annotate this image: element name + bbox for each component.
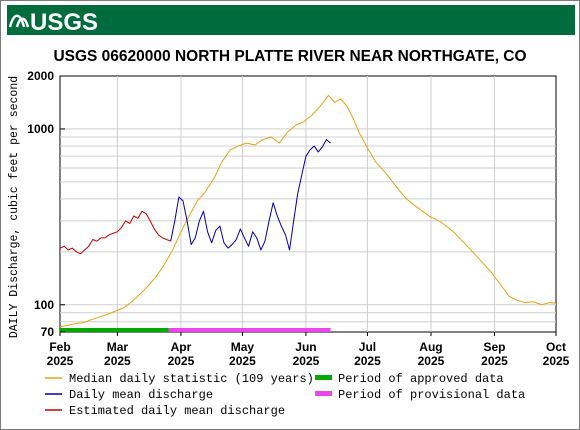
legend-item-median: Median daily statistic (109 years) (45, 372, 314, 386)
usgs-logo: USGS (8, 9, 98, 36)
chart-title: USGS 06620000 NORTH PLATTE RIVER NEAR NO… (53, 48, 526, 65)
legend-item-estimated: Estimated daily mean discharge (45, 404, 285, 418)
period-bars (60, 328, 331, 332)
y-tick-label: 100 (34, 298, 54, 312)
usgs-wave-icon (8, 14, 30, 28)
x-tick-month: Aug (419, 340, 442, 354)
x-tick-year: 2025 (168, 354, 195, 368)
legend-label-estimated: Estimated daily mean discharge (69, 404, 285, 418)
legend-item-daily-mean: Daily mean discharge (45, 388, 213, 402)
series-estimated-line (59, 210, 171, 255)
grid-layer (60, 76, 556, 332)
legend-label-approved: Period of approved data (338, 372, 504, 386)
period-bar-provisional (168, 328, 331, 332)
series-layer (59, 94, 557, 328)
x-tick-year: 2025 (418, 354, 445, 368)
x-tick-year: 2025 (481, 354, 508, 368)
legend-label-daily-mean: Daily mean discharge (69, 388, 213, 402)
x-tick-month: Oct (546, 340, 566, 354)
x-tick-month: Apr (171, 340, 192, 354)
y-tick-label: 2000 (27, 69, 54, 83)
series-daily-mean-line (170, 139, 331, 251)
x-tick-labels: Feb2025Mar2025Apr2025May2025Jun2025Jul20… (47, 332, 570, 368)
x-tick-month: Jun (295, 340, 316, 354)
x-tick-year: 2025 (354, 354, 381, 368)
legend-item-provisional: Period of provisional data (315, 388, 525, 402)
y-tick-label: 1000 (27, 122, 54, 136)
x-tick-year: 2025 (543, 354, 570, 368)
legend-item-approved: Period of approved data (315, 372, 504, 386)
series-median-line (59, 94, 557, 328)
plot-area (59, 75, 557, 333)
y-tick-label: 70 (41, 325, 55, 339)
x-tick-year: 2025 (293, 354, 320, 368)
x-tick-month: Mar (107, 340, 129, 354)
x-tick-month: Jul (359, 340, 376, 354)
legend-label-provisional: Period of provisional data (338, 388, 525, 402)
x-tick-month: Sep (484, 340, 506, 354)
y-tick-labels: 70 100 1000 2000 (27, 69, 65, 339)
x-tick-year: 2025 (47, 354, 74, 368)
usgs-header-bar (7, 5, 575, 35)
x-tick-year: 2025 (104, 354, 131, 368)
legend-swatch-provisional (315, 391, 332, 396)
y-axis-label: DAILY Discharge, cubic feet per second (8, 76, 21, 338)
x-tick-month: Feb (49, 340, 70, 354)
x-tick-year: 2025 (229, 354, 256, 368)
x-tick-month: May (231, 340, 255, 354)
legend-swatch-approved (315, 375, 332, 380)
legend-label-median: Median daily statistic (109 years) (69, 372, 314, 386)
usgs-logo-text: USGS (30, 9, 98, 36)
legend: Median daily statistic (109 years) Daily… (45, 372, 525, 418)
period-bar-approved (60, 328, 169, 332)
